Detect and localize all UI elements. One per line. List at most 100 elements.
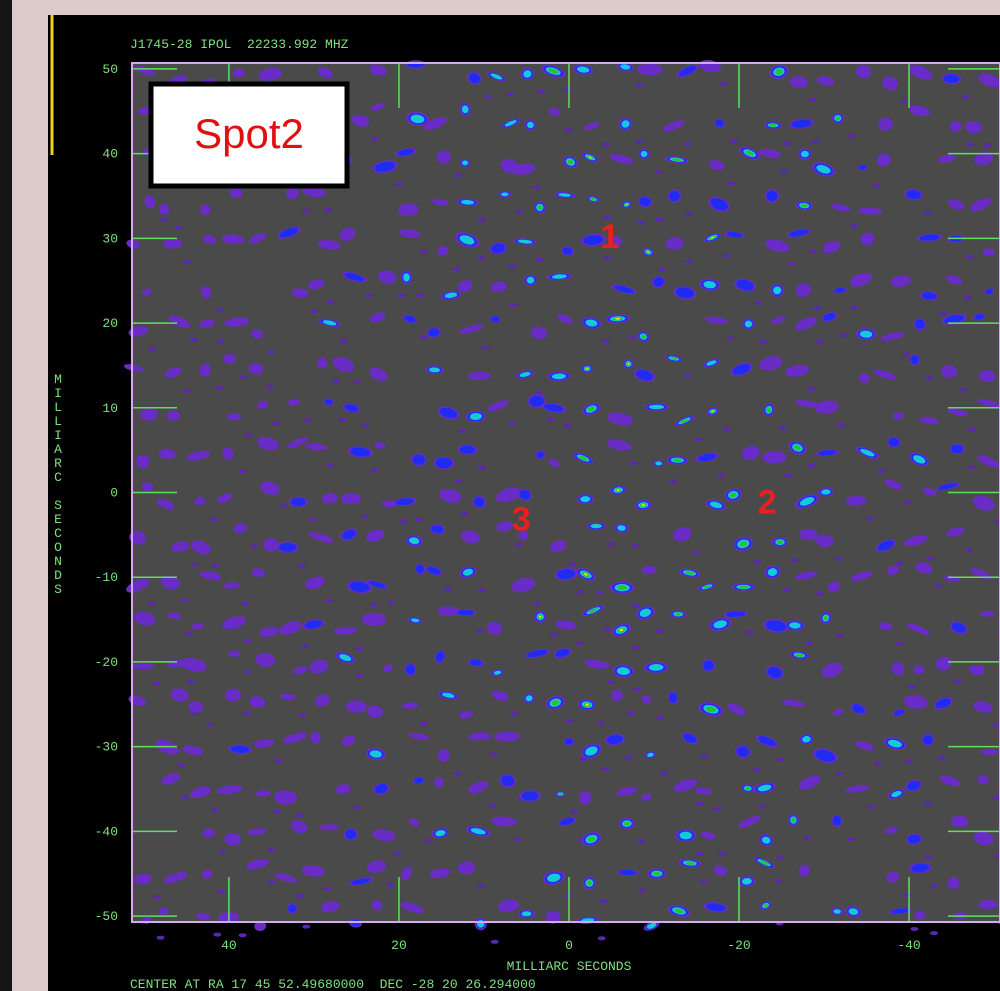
- contour-blob: [850, 306, 858, 310]
- side-strip: [0, 0, 12, 991]
- contour-blob: [415, 518, 423, 522]
- contour-blob: [302, 925, 310, 929]
- contour-blob: [632, 604, 640, 608]
- contour-blob: [910, 927, 918, 931]
- contour-blob: [550, 633, 558, 637]
- contour-blob: [454, 479, 462, 483]
- contour-blob: [660, 771, 668, 775]
- y-tick-label: -40: [95, 824, 118, 839]
- contour-blob: [508, 264, 516, 268]
- contour-blob: [964, 296, 972, 300]
- annotation: 2: [758, 483, 777, 521]
- contour-blob: [658, 268, 666, 272]
- contour-blob: [951, 816, 969, 827]
- contour-blob: [514, 837, 522, 841]
- contour-blob: [238, 469, 246, 473]
- contour-blob: [959, 387, 967, 391]
- contour-blob: [684, 142, 692, 146]
- contour-blob: [160, 218, 168, 222]
- contour-blob: [877, 469, 885, 473]
- contour-blob: [477, 466, 485, 470]
- contour-blob: [491, 940, 499, 944]
- contour-blob: [535, 391, 543, 395]
- contour-blob: [371, 137, 379, 141]
- contour-blob: [839, 333, 847, 337]
- contour-blob: [508, 422, 516, 426]
- contour-blob: [341, 493, 361, 504]
- contour-blob: [206, 723, 214, 727]
- contour-blob: [183, 259, 191, 263]
- contour-blob: [510, 712, 518, 716]
- contour-blob: [301, 644, 309, 648]
- contour-level: [951, 816, 969, 827]
- contour-blob: [506, 93, 514, 97]
- contour-blob: [700, 879, 708, 883]
- contour-blob: [485, 94, 493, 98]
- contour-blob: [153, 682, 161, 686]
- contour-blob: [323, 887, 331, 891]
- contour-blob: [966, 255, 974, 259]
- contour-blob: [696, 852, 704, 856]
- contour-blob: [718, 852, 726, 856]
- contour-blob: [692, 550, 700, 554]
- contour-blob: [187, 680, 195, 684]
- contour-blob: [217, 340, 225, 344]
- contour-blob: [896, 562, 904, 566]
- contour-blob: [370, 603, 378, 607]
- contour-blob: [629, 461, 637, 465]
- contour-blob: [370, 468, 378, 472]
- contour-blob: [631, 646, 639, 650]
- chart-title: J1745-28 IPOL 22233.992 MHZ: [130, 37, 349, 52]
- y-tick-label: 10: [102, 401, 118, 416]
- contour-blob: [576, 590, 584, 594]
- contour-blob: [627, 711, 635, 715]
- contour-blob: [684, 212, 692, 216]
- contour-blob: [490, 753, 498, 757]
- contour-blob: [924, 211, 932, 215]
- contour-blob: [180, 598, 188, 602]
- contour-blob: [758, 804, 766, 808]
- contour-blob: [642, 566, 657, 575]
- contour-blob: [219, 849, 227, 853]
- contour-blob: [215, 386, 223, 390]
- contour-blob: [961, 95, 969, 99]
- contour-blob: [727, 181, 735, 185]
- contour-blob: [332, 379, 340, 383]
- contour-blob: [216, 308, 224, 312]
- contour-blob: [533, 185, 541, 189]
- contour-blob: [460, 159, 470, 167]
- contour-blob: [803, 836, 811, 840]
- contour-blob: [478, 588, 486, 592]
- contour-blob: [324, 208, 332, 212]
- contour-blob: [417, 293, 425, 297]
- contour-blob: [563, 87, 571, 91]
- contour-blob: [926, 557, 934, 561]
- contour-blob: [597, 721, 605, 725]
- contour-blob: [515, 542, 523, 546]
- contour-blob: [730, 139, 738, 143]
- contour-blob: [753, 768, 761, 772]
- contour-blob: [211, 808, 219, 812]
- contour-blob: [576, 641, 584, 645]
- contour-level: [462, 160, 468, 165]
- contour-blob: [397, 293, 405, 297]
- contour-blob: [809, 249, 817, 253]
- contour-blob: [564, 128, 572, 132]
- contour-blob: [153, 895, 161, 899]
- contour-blob: [776, 856, 784, 860]
- contour-blob: [835, 557, 843, 561]
- contour-blob: [420, 722, 428, 726]
- contour-blob: [783, 141, 791, 145]
- contour-blob: [481, 345, 489, 349]
- contour-blob: [813, 306, 821, 310]
- contour-blob: [968, 428, 976, 432]
- contour-blob: [364, 293, 372, 297]
- contour-blob: [669, 479, 677, 483]
- annotation: 1: [600, 218, 619, 256]
- contour-blob: [267, 350, 275, 354]
- contour-blob: [444, 587, 452, 591]
- contour-blob: [603, 627, 611, 631]
- contour-blob: [984, 143, 992, 147]
- contour-blob: [807, 387, 815, 391]
- contour-blob: [310, 309, 318, 313]
